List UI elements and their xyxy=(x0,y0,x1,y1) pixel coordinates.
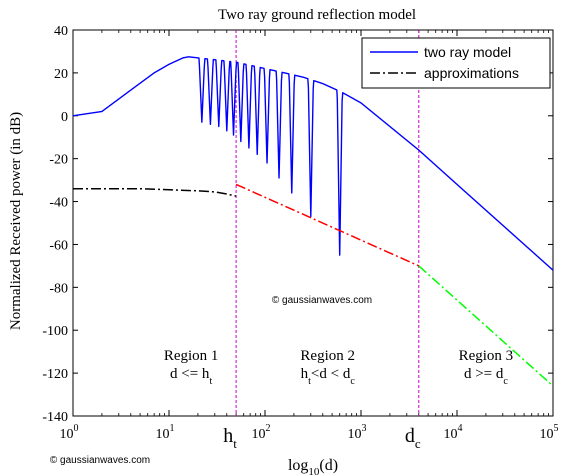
x-axis: 100 101 102 103 104 105 xyxy=(60,30,559,442)
region-title: Region 2 xyxy=(300,348,355,364)
watermark-corner: © gaussianwaves.com xyxy=(50,455,150,466)
x-tick-base: 10 xyxy=(156,427,170,442)
x-tick-exp: 2 xyxy=(266,423,271,434)
marker-label-text: d xyxy=(405,425,415,447)
region-title: Region 1 xyxy=(164,348,219,364)
region-condition-a: d >= d xyxy=(464,366,504,382)
region-condition-b-sub: c xyxy=(350,376,355,387)
marker-label: dc xyxy=(405,425,421,451)
region-condition-a-sub: t xyxy=(308,376,311,387)
x-axis-label-arg: (d) xyxy=(319,457,338,474)
y-tick-label: -20 xyxy=(49,153,68,168)
region-condition: d >= dc xyxy=(464,366,508,387)
region-condition: d <= ht xyxy=(170,366,212,387)
watermark-center: © gaussianwaves.com xyxy=(272,295,372,306)
legend-entry-two-ray: two ray model xyxy=(424,44,511,60)
approx-region1-line xyxy=(73,187,237,197)
x-tick-base: 10 xyxy=(60,427,74,442)
marker-label: ht xyxy=(223,425,237,451)
region-condition-a-sub: t xyxy=(209,376,212,387)
y-axis-label: Normalized Received power (in dB) xyxy=(8,112,24,330)
region-condition: ht<d < dc xyxy=(301,366,356,387)
chart-title: Two ray ground reflection model xyxy=(218,7,416,23)
y-tick-label: -120 xyxy=(42,367,68,382)
approx-region3-line xyxy=(418,265,554,387)
y-tick-label: 0 xyxy=(61,110,68,125)
y-tick-label: -60 xyxy=(49,238,68,253)
region-condition-a: h xyxy=(301,366,309,382)
marker-label-text: h xyxy=(223,425,233,447)
legend: two ray model approximations xyxy=(361,37,551,89)
x-tick-base: 10 xyxy=(444,427,458,442)
y-tick-label: -140 xyxy=(42,410,68,425)
x-tick-label: 100 xyxy=(60,423,79,442)
region-title: Region 3 xyxy=(459,348,514,364)
x-tick-exp: 4 xyxy=(458,423,463,434)
region-condition-a: d <= h xyxy=(170,366,210,382)
x-tick-label: 101 xyxy=(156,423,175,442)
series-group xyxy=(72,56,554,387)
region-condition-a-sub: c xyxy=(503,376,508,387)
y-tick-label: 20 xyxy=(54,67,68,82)
x-tick-label: 102 xyxy=(252,423,271,442)
marker-lines: ht dc xyxy=(223,30,421,451)
approx-region2-line xyxy=(235,183,420,267)
y-tick-label: -40 xyxy=(49,196,68,211)
marker-label-sub: t xyxy=(233,436,237,451)
x-tick-base: 10 xyxy=(252,427,266,442)
x-axis-label-base: log xyxy=(288,457,308,474)
two-ray-model-line xyxy=(72,56,554,271)
legend-box xyxy=(361,37,551,89)
x-axis-label: log10(d) xyxy=(288,457,338,476)
x-tick-base: 10 xyxy=(348,427,362,442)
marker-label-sub: c xyxy=(415,436,421,451)
x-tick-exp: 0 xyxy=(74,423,79,434)
x-tick-exp: 5 xyxy=(554,423,559,434)
x-tick-label: 103 xyxy=(348,423,367,442)
y-tick-label: 40 xyxy=(54,24,68,39)
x-tick-label: 105 xyxy=(540,423,559,442)
x-axis-label-sub: 10 xyxy=(308,466,320,476)
plot-frame xyxy=(72,29,554,417)
legend-entry-approximations: approximations xyxy=(424,65,519,81)
x-tick-exp: 3 xyxy=(362,423,367,434)
region-condition-b: <d < d xyxy=(311,366,351,382)
x-tick-exp: 1 xyxy=(170,423,175,434)
y-tick-label: -80 xyxy=(49,281,68,296)
x-tick-base: 10 xyxy=(540,427,554,442)
y-tick-label: -100 xyxy=(42,324,68,339)
x-tick-label: 104 xyxy=(444,423,463,442)
